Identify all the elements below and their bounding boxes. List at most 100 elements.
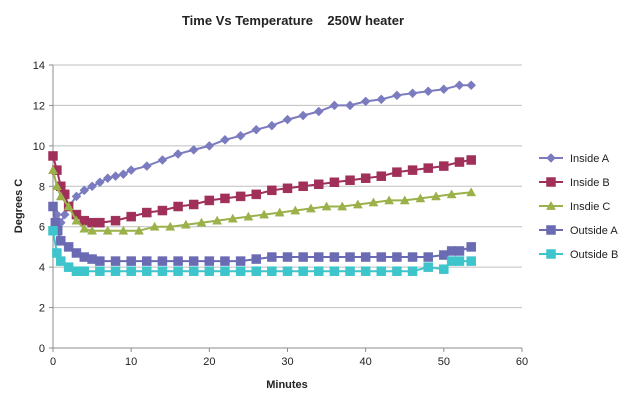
data-point <box>102 173 113 184</box>
data-point <box>454 157 465 167</box>
data-point <box>95 256 105 266</box>
data-point <box>110 256 121 266</box>
data-point <box>149 221 160 231</box>
x-tick-label: 40 <box>360 356 372 368</box>
data-point <box>63 201 74 211</box>
data-point <box>392 266 402 276</box>
data-point <box>95 177 105 188</box>
data-point <box>196 217 207 227</box>
data-point <box>134 225 144 235</box>
data-point <box>259 209 269 219</box>
data-point <box>439 161 449 171</box>
data-point <box>118 169 129 180</box>
x-tick-label: 60 <box>516 356 528 368</box>
data-point <box>56 256 66 266</box>
data-point <box>298 181 308 192</box>
data-point <box>59 209 70 220</box>
data-point <box>345 252 355 262</box>
data-point <box>173 149 183 159</box>
axes <box>49 64 523 352</box>
data-point <box>360 173 371 183</box>
data-point <box>454 80 465 91</box>
x-tick-label: 20 <box>203 356 215 368</box>
data-point <box>407 88 418 99</box>
y-axis-label: Degrees C <box>13 179 25 233</box>
data-point <box>267 252 277 262</box>
legend-label: Inside B <box>570 177 610 189</box>
data-point <box>446 189 457 199</box>
data-point <box>251 124 262 135</box>
data-point <box>466 155 476 165</box>
data-point <box>466 80 477 91</box>
data-point <box>384 195 395 205</box>
data-point <box>407 252 418 262</box>
data-point <box>282 252 293 262</box>
data-point <box>126 211 136 222</box>
data-point <box>360 252 371 262</box>
series-insdie-c <box>48 165 477 235</box>
data-point <box>165 221 176 231</box>
data-point <box>243 211 254 221</box>
legend-entry: Insdie C <box>539 200 610 213</box>
data-point <box>142 256 152 266</box>
data-point <box>399 195 410 205</box>
data-point <box>306 203 316 213</box>
legend: Inside A Inside B Insdie C Outside A Outside… <box>539 153 618 261</box>
data-point <box>71 191 82 202</box>
data-point <box>110 266 121 276</box>
data-point <box>126 165 137 175</box>
data-point <box>126 266 136 276</box>
data-point <box>298 252 308 262</box>
data-point <box>95 217 105 228</box>
data-point <box>329 266 340 276</box>
data-point <box>235 256 246 266</box>
data-point <box>298 266 308 276</box>
data-point <box>251 266 261 276</box>
legend-label: Inside A <box>570 153 610 165</box>
data-point <box>173 266 183 276</box>
data-point <box>180 219 191 229</box>
data-point <box>220 134 230 145</box>
data-point <box>48 226 58 236</box>
tick-labels: 0 2 4 6 8 10 12 14 0 10 20 30 40 50 60 <box>33 60 528 368</box>
data-point <box>157 205 168 216</box>
data-point <box>431 191 441 201</box>
data-point <box>423 163 433 173</box>
data-point <box>50 217 61 228</box>
data-point <box>454 246 465 256</box>
data-point <box>313 106 324 117</box>
series-inside-b <box>48 151 476 228</box>
legend-entry: Outside A <box>539 225 618 237</box>
x-tick-label: 0 <box>50 356 56 368</box>
data-point <box>392 252 402 262</box>
data-point <box>454 256 465 266</box>
legend-label: Insdie C <box>570 201 610 213</box>
data-point <box>314 252 324 262</box>
data-point <box>282 183 293 194</box>
data-point <box>110 171 121 182</box>
data-point <box>204 266 215 276</box>
data-point <box>235 130 246 141</box>
data-point <box>48 165 58 174</box>
data-point <box>55 191 66 201</box>
data-point <box>235 191 246 202</box>
data-point <box>157 155 168 165</box>
y-tick-label: 6 <box>39 222 45 234</box>
y-tick-label: 12 <box>33 100 45 112</box>
x-tick-label: 50 <box>438 356 450 368</box>
data-point <box>141 161 152 171</box>
legend-marker <box>546 153 556 163</box>
data-point <box>423 262 433 272</box>
data-point <box>337 201 348 211</box>
data-point <box>352 199 363 209</box>
data-point <box>376 94 387 105</box>
data-point <box>251 189 261 200</box>
legend-marker <box>546 225 556 235</box>
data-point <box>267 266 277 276</box>
data-point <box>376 252 387 262</box>
data-point <box>438 84 449 95</box>
data-point <box>439 264 449 274</box>
x-axis-label: Minutes <box>266 379 308 391</box>
data-point <box>376 171 387 181</box>
